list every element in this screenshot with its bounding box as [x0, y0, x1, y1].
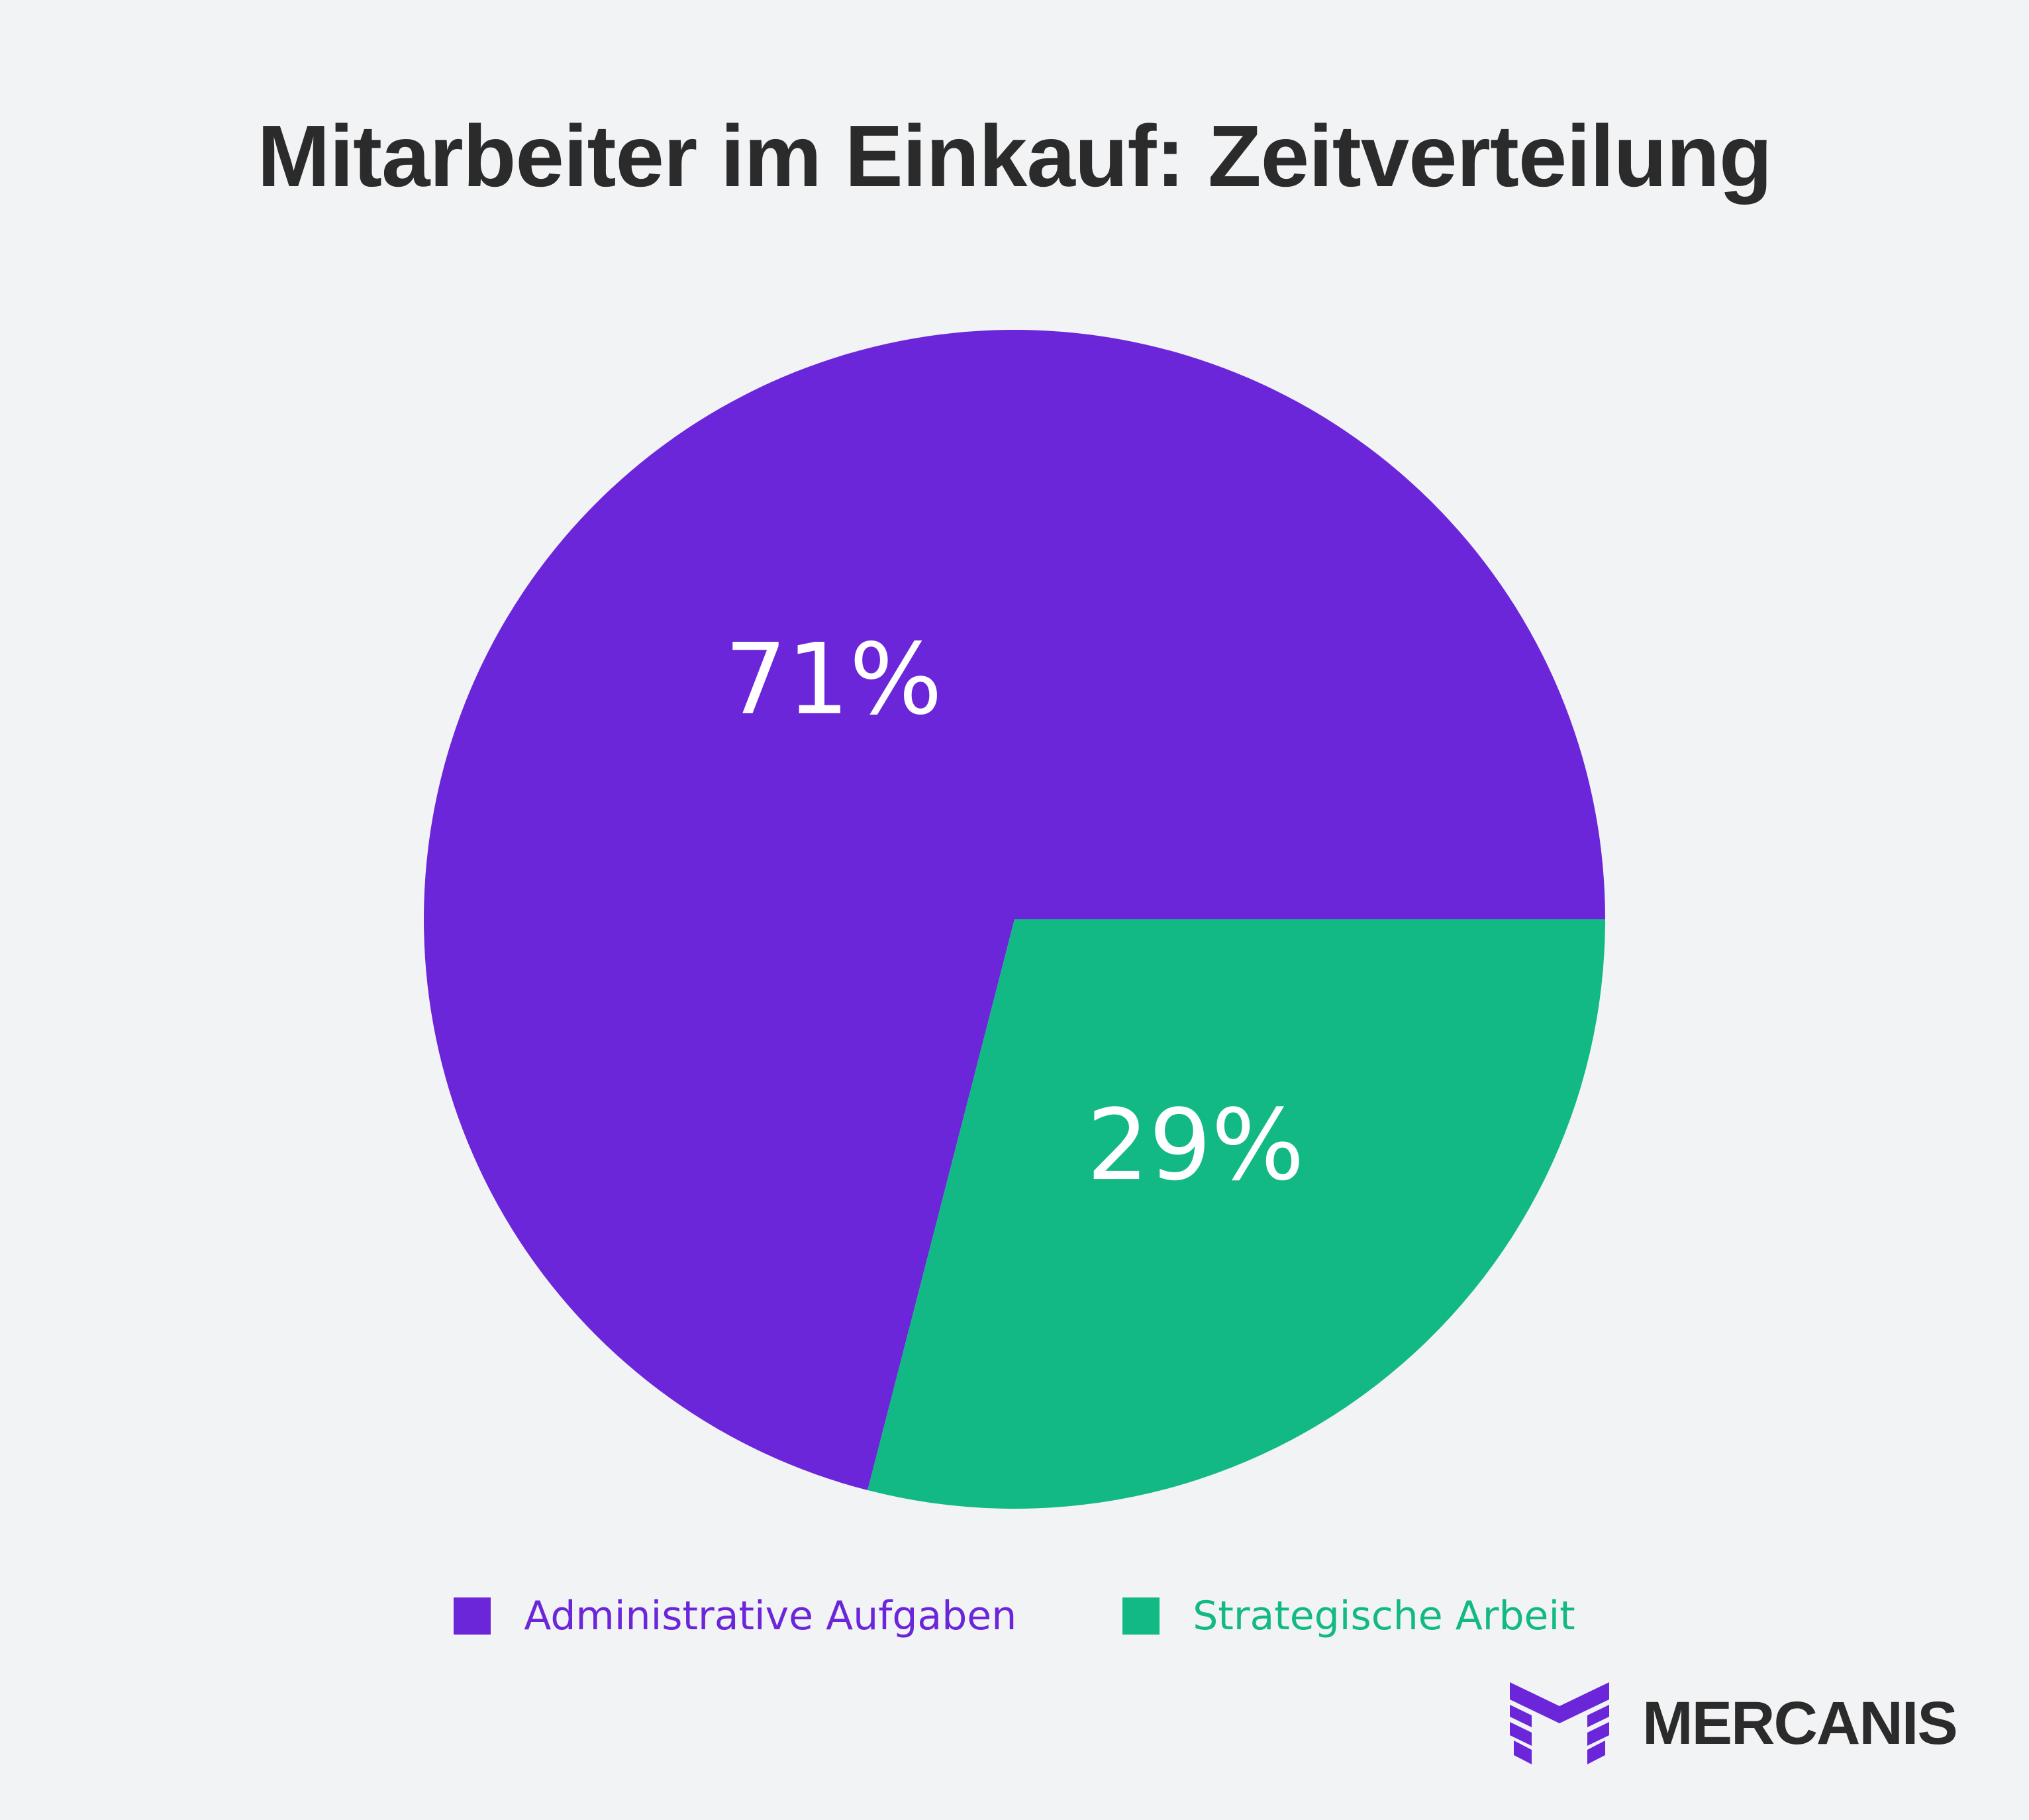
legend-label-strategic: Strategische Arbeit — [1193, 1593, 1575, 1639]
legend-item-administrative: Administrative Aufgaben — [454, 1593, 1016, 1639]
data-label-strategic: 29% — [1087, 1088, 1305, 1202]
legend-item-strategic: Strategische Arbeit — [1122, 1593, 1575, 1639]
mercanis-m-logo-icon — [1510, 1682, 1609, 1764]
legend-swatch-administrative — [454, 1597, 491, 1635]
brand-name: MERCANIS — [1642, 1689, 1958, 1757]
legend-swatch-strategic — [1122, 1597, 1160, 1635]
pie-slice-administrative — [424, 330, 1605, 1491]
legend-label-administrative: Administrative Aufgaben — [524, 1593, 1017, 1639]
legend: Administrative Aufgaben Strategische Arb… — [0, 1593, 2029, 1639]
pie-slice-strategic — [867, 919, 1605, 1509]
chart-title: Mitarbeiter im Einkauf: Zeitverteilung — [257, 107, 1772, 205]
data-label-administrative: 71% — [724, 623, 942, 736]
brand-logo: MERCANIS — [1510, 1682, 1958, 1764]
